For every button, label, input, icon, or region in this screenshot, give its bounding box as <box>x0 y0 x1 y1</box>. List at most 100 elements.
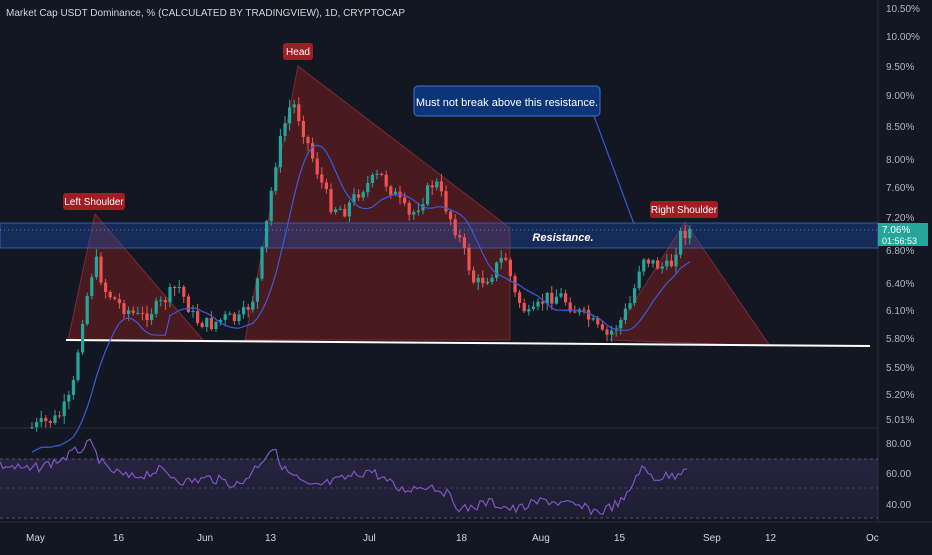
price-tick: 10.00% <box>886 32 920 43</box>
candle <box>131 310 135 313</box>
candle <box>623 308 627 321</box>
rsi-band <box>0 459 878 518</box>
head-label: Head <box>286 47 310 58</box>
candle <box>610 330 614 335</box>
candle <box>35 422 39 428</box>
price-tick: 5.01% <box>886 415 914 426</box>
candle <box>159 300 163 302</box>
candle <box>573 311 577 313</box>
candle <box>338 208 342 210</box>
candle <box>320 174 324 183</box>
candle <box>393 191 397 195</box>
candle <box>508 259 512 277</box>
rsi-axis[interactable]: 80.00 60.00 40.00 <box>886 439 911 511</box>
candle <box>278 136 282 168</box>
candle <box>642 259 646 272</box>
left-shoulder-label: Left Shoulder <box>64 197 124 208</box>
candle <box>182 286 186 297</box>
candle <box>403 197 407 204</box>
candle <box>122 303 126 314</box>
candle <box>522 303 526 312</box>
candle <box>504 257 508 260</box>
candle <box>237 314 241 321</box>
rsi-line <box>0 438 688 516</box>
candle <box>113 297 117 300</box>
time-tick: 12 <box>765 533 777 544</box>
candle <box>288 107 292 124</box>
candle <box>605 329 609 335</box>
candle <box>582 309 586 311</box>
candle <box>485 281 489 284</box>
resistance-label: Resistance. <box>532 232 593 244</box>
candle <box>104 282 108 293</box>
time-tick: Aug <box>532 533 550 544</box>
candle <box>619 320 623 329</box>
candle <box>449 211 453 220</box>
candle <box>108 292 112 298</box>
candle <box>366 183 370 193</box>
price-tick: 5.50% <box>886 363 914 374</box>
candle <box>518 292 522 303</box>
candle <box>140 312 144 314</box>
candle <box>495 262 499 278</box>
time-axis[interactable]: May 16 Jun 13 Jul 18 Aug 15 Sep 12 Oc <box>26 533 879 544</box>
candle <box>186 296 190 312</box>
rsi-tick: 80.00 <box>886 439 911 450</box>
candle <box>472 270 476 283</box>
current-price-badge <box>878 223 928 246</box>
candle <box>196 311 200 324</box>
candle <box>347 202 351 217</box>
candle <box>407 203 411 215</box>
candle <box>380 173 384 175</box>
right-shoulder-triangle <box>609 221 771 347</box>
candle <box>462 237 466 248</box>
candle <box>467 247 471 271</box>
candle <box>600 324 604 330</box>
candle <box>191 311 195 312</box>
candle <box>628 303 632 309</box>
candle <box>559 293 563 297</box>
price-tick: 6.10% <box>886 306 914 317</box>
candle <box>439 181 443 192</box>
callout-box[interactable] <box>413 85 601 117</box>
candle <box>200 323 204 327</box>
candle <box>550 292 554 304</box>
candle <box>458 235 462 238</box>
candle <box>651 260 655 264</box>
price-tick: 8.00% <box>886 155 914 166</box>
rsi-tick: 60.00 <box>886 469 911 480</box>
candle <box>527 309 531 312</box>
resistance-zone[interactable] <box>0 222 879 249</box>
candle <box>389 186 393 195</box>
candle <box>71 380 75 395</box>
price-tick: 7.60% <box>886 183 914 194</box>
candle <box>99 256 103 283</box>
candle <box>214 322 218 329</box>
candle <box>39 418 43 423</box>
candle <box>541 301 545 304</box>
candle <box>591 318 595 320</box>
candle <box>513 276 517 293</box>
candle <box>85 295 89 324</box>
moving-average-line <box>31 144 691 453</box>
candle <box>412 212 416 215</box>
candle <box>205 318 209 327</box>
candle <box>633 288 637 304</box>
candle <box>375 173 379 175</box>
candle <box>683 230 687 239</box>
price-tick: 6.40% <box>886 279 914 290</box>
candle <box>163 300 167 303</box>
price-axis[interactable]: 10.50% 10.00% 9.50% 9.00% 8.50% 8.00% 7.… <box>886 4 920 426</box>
candle <box>370 174 374 183</box>
candle <box>311 143 315 159</box>
candle <box>117 299 121 304</box>
neckline[interactable] <box>65 339 871 347</box>
current-price-value: 7.06% <box>882 225 910 236</box>
right-shoulder-label: Right Shoulder <box>651 205 718 216</box>
candle <box>251 301 255 310</box>
candle <box>177 286 181 288</box>
candle <box>232 313 236 321</box>
candle <box>665 260 669 267</box>
candle <box>554 296 558 304</box>
